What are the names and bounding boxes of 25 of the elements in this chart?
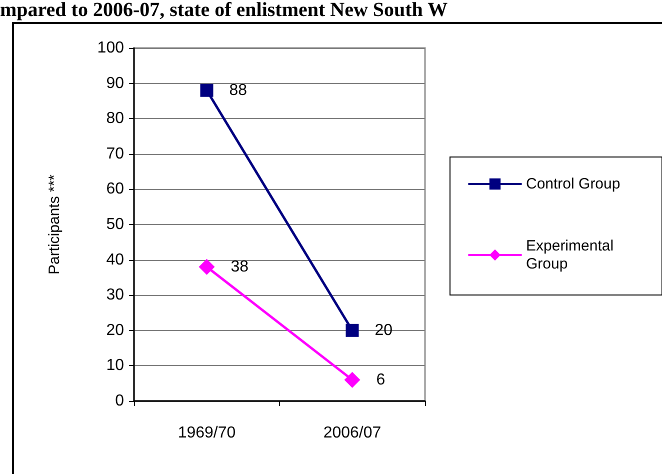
data-label: 6: [376, 371, 386, 388]
point: [344, 372, 360, 388]
legend-label: Control Group: [526, 176, 620, 192]
chart-title: mpared to 2006-07, state of enlistment New South W: [0, 0, 448, 21]
y-tick-label: 70: [106, 145, 124, 162]
legend-label: Experimental Group: [526, 238, 618, 272]
y-tick-label: 50: [106, 216, 124, 233]
y-tick-label: 0: [115, 392, 124, 410]
x-tick-label: 1969/70: [178, 424, 236, 442]
y-tick-label: 80: [106, 110, 124, 128]
x-tick-label: 2006/07: [323, 424, 382, 442]
data-label: 20: [374, 322, 393, 339]
data-label: 38: [230, 258, 249, 276]
data-label: 88: [229, 82, 248, 99]
y-tick-label: 60: [106, 180, 124, 198]
y-tick-label: 10: [106, 357, 124, 374]
y-tick-label: 90: [106, 74, 124, 92]
y-tick-label: 20: [106, 322, 124, 339]
point: [200, 84, 214, 97]
point: [346, 324, 359, 337]
y-tick-label: 100: [97, 40, 124, 56]
y-tick-label: 40: [106, 251, 124, 268]
point: [198, 258, 215, 275]
y-tick-label: 30: [106, 286, 124, 304]
y-axis-title: Participants ***: [46, 174, 63, 275]
